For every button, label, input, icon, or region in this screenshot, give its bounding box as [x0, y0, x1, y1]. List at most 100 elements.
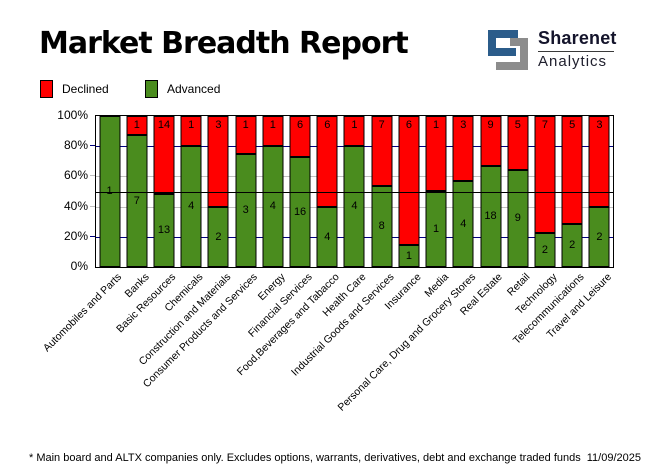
- declined-value-label: 6: [405, 119, 412, 131]
- x-axis-label: Automobiles and Parts: [40, 271, 125, 355]
- advanced-swatch-icon: [145, 80, 158, 98]
- advanced-value-label: 1: [106, 185, 113, 197]
- advanced-segment: [126, 135, 148, 267]
- logo-divider: [538, 51, 614, 52]
- y-tick-mark: [90, 206, 95, 207]
- advanced-segment: [262, 146, 284, 267]
- advanced-segment: [588, 207, 610, 267]
- advanced-value-label: 8: [378, 220, 385, 232]
- advanced-segment: [289, 157, 311, 267]
- declined-value-label: 3: [596, 119, 603, 131]
- advanced-value-label: 2: [541, 244, 549, 256]
- stacked-bar: 14 13: [153, 116, 175, 267]
- declined-value-label: 9: [487, 119, 494, 131]
- sharenet-logo: Sharenet Analytics: [486, 28, 617, 72]
- advanced-segment: [398, 245, 420, 267]
- advanced-value-label: 4: [351, 200, 358, 212]
- advanced-segment: [371, 186, 393, 267]
- stacked-bar: 6 16: [289, 116, 311, 267]
- legend-item-advanced: Advanced: [145, 80, 220, 98]
- advanced-segment: [153, 194, 175, 267]
- footnote: * Main board and ALTX companies only. Ex…: [29, 452, 581, 464]
- declined-segment: [507, 116, 529, 170]
- y-tick-label: 20%: [63, 229, 88, 243]
- legend-item-declined: Declined: [40, 80, 109, 98]
- advanced-value-label: 4: [324, 231, 331, 243]
- declined-segment: [452, 116, 474, 181]
- declined-segment: [316, 116, 338, 207]
- advanced-segment: [534, 233, 556, 267]
- y-tick-mark: [90, 175, 95, 176]
- advanced-segment: [343, 146, 365, 267]
- declined-segment: [588, 116, 610, 207]
- bar-column: 6 16: [286, 116, 313, 267]
- advanced-segment: [235, 154, 257, 267]
- legend-label-advanced: Advanced: [167, 82, 221, 96]
- logo-name: Sharenet: [538, 28, 617, 48]
- chart-plot-area: 1 1 7 14 13 1 4 3 2 1 3 1 4 6 16 6 4 1 4 7 8 6 1 1 1 3 4 9 18 5 9 7 2 5 2 3…: [95, 115, 614, 268]
- declined-value-label: 14: [157, 119, 171, 131]
- declined-segment: [561, 116, 583, 224]
- declined-segment: [371, 116, 393, 186]
- declined-segment: [425, 116, 447, 191]
- advanced-value-label: 1: [433, 223, 440, 235]
- advanced-segment: [561, 224, 583, 267]
- declined-value-label: 3: [460, 119, 467, 131]
- declined-value-label: 1: [269, 119, 276, 131]
- declined-segment: [398, 116, 420, 245]
- advanced-value-label: 2: [569, 239, 576, 251]
- sharenet-logo-icon: [488, 30, 528, 70]
- declined-value-label: 7: [378, 119, 385, 131]
- advanced-value-label: 2: [215, 231, 222, 243]
- bar-column: 14 13: [150, 116, 177, 267]
- advanced-segment: [452, 181, 474, 267]
- stacked-bar: 1: [99, 116, 121, 267]
- y-tick-label: 60%: [63, 168, 88, 182]
- declined-segment: [207, 116, 229, 207]
- advanced-value-label: 4: [269, 200, 276, 212]
- declined-value-label: 3: [215, 119, 222, 131]
- stacked-bar: 9 18: [480, 116, 502, 267]
- declined-value-label: 1: [188, 119, 195, 131]
- declined-segment: [534, 116, 556, 233]
- declined-value-label: 5: [569, 119, 576, 131]
- advanced-value-label: 13: [157, 224, 171, 236]
- advanced-value-label: 1: [405, 250, 412, 262]
- declined-value-label: 1: [351, 119, 358, 131]
- declined-segment: [289, 116, 311, 157]
- declined-value-label: 1: [133, 119, 140, 131]
- advanced-value-label: 18: [484, 210, 497, 222]
- declined-value-label: 6: [297, 119, 304, 131]
- bar-column: 1: [96, 116, 123, 267]
- advanced-value-label: 9: [514, 212, 521, 224]
- declined-swatch-icon: [40, 80, 53, 98]
- page-title: Market Breadth Report: [39, 26, 409, 61]
- advanced-segment: [507, 170, 529, 267]
- declined-value-label: 6: [324, 119, 331, 131]
- declined-value-label: 1: [242, 119, 249, 131]
- y-tick-label: 80%: [63, 138, 88, 152]
